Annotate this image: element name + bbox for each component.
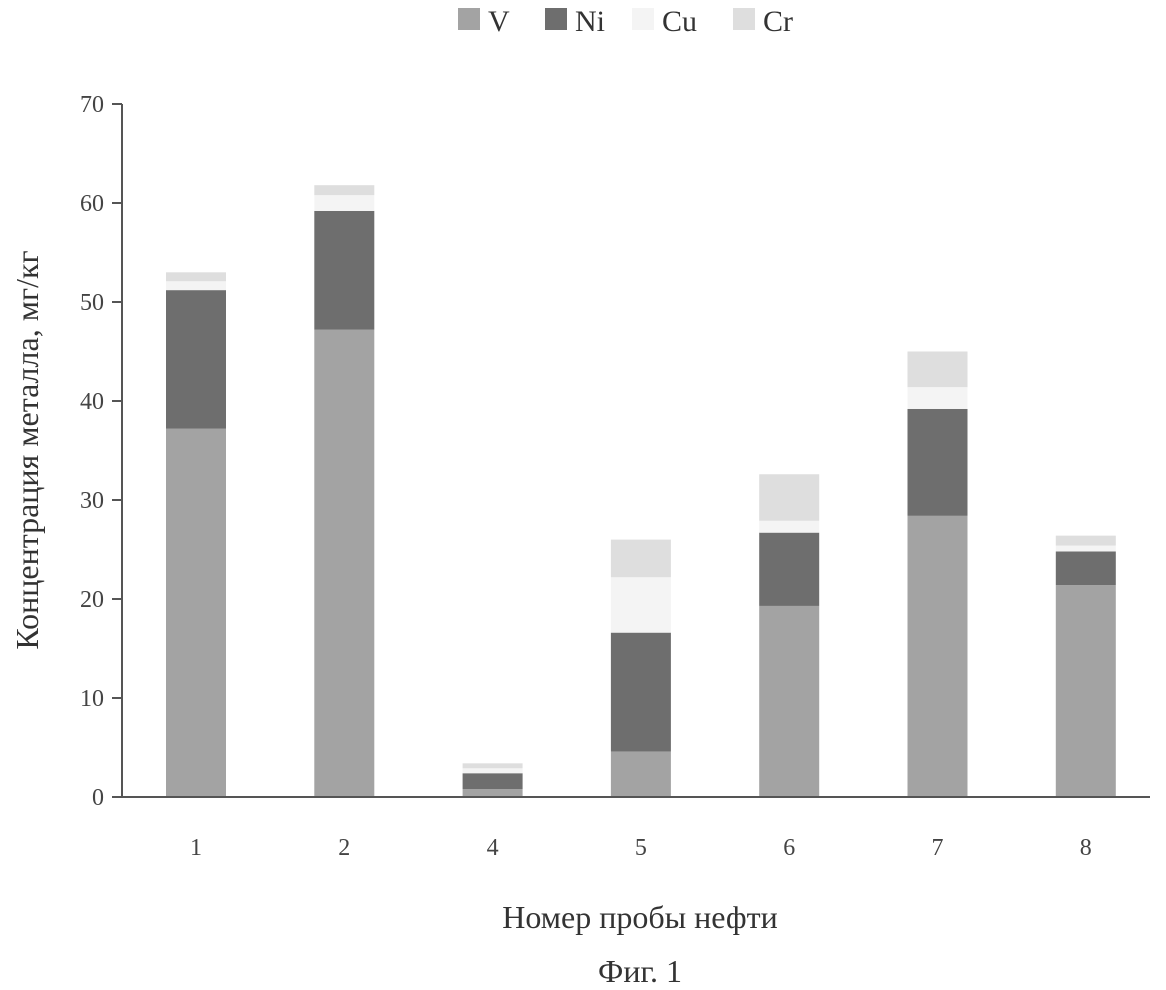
y-tick-label: 20 bbox=[80, 587, 104, 613]
bar-segment-ni bbox=[314, 211, 374, 330]
y-tick-label: 10 bbox=[80, 686, 104, 712]
bar-segment-ni bbox=[759, 533, 819, 606]
bar-segment-cr bbox=[166, 272, 226, 281]
bar-segment-ni bbox=[1056, 551, 1116, 585]
bar-segment-cr bbox=[611, 540, 671, 578]
x-tick-label: 7 bbox=[932, 835, 944, 861]
legend-label-ni: Ni bbox=[575, 5, 605, 38]
x-tick-label: 2 bbox=[338, 835, 350, 861]
legend-swatch-cu bbox=[632, 8, 654, 30]
bar-segment-cu bbox=[759, 521, 819, 533]
bar-segment-cu bbox=[611, 577, 671, 632]
legend-swatch-cr bbox=[733, 8, 755, 30]
bar-segment-v bbox=[166, 429, 226, 797]
bar-segment-cu bbox=[314, 195, 374, 211]
legend-label-cu: Cu bbox=[662, 5, 697, 38]
legend-swatch-ni bbox=[545, 8, 567, 30]
x-tick-label: 6 bbox=[783, 835, 795, 861]
bar-segment-cr bbox=[314, 185, 374, 195]
legend-label-cr: Cr bbox=[763, 5, 793, 38]
y-tick-label: 60 bbox=[80, 191, 104, 217]
bar-segment-ni bbox=[611, 633, 671, 752]
bar-segment-v bbox=[611, 751, 671, 797]
bar-segment-cu bbox=[166, 281, 226, 290]
y-tick-label: 50 bbox=[80, 290, 104, 316]
y-tick-label: 30 bbox=[80, 488, 104, 514]
figure-caption: Фиг. 1 bbox=[598, 953, 682, 989]
bar-segment-ni bbox=[463, 773, 523, 789]
bar-segment-cr bbox=[759, 474, 819, 521]
x-tick-label: 5 bbox=[635, 835, 647, 861]
legend: V Ni Cu Cr bbox=[458, 5, 793, 38]
x-axis: 1 2 4 5 6 7 8 bbox=[122, 797, 1150, 861]
bar-segment-cr bbox=[908, 352, 968, 388]
bar-segment-cr bbox=[463, 763, 523, 768]
bar-segment-cu bbox=[908, 387, 968, 409]
x-axis-title: Номер пробы нефти bbox=[502, 899, 777, 935]
y-axis-title: Концентрация металла, мг/кг bbox=[9, 250, 45, 649]
legend-label-v: V bbox=[488, 5, 510, 38]
bars bbox=[166, 185, 1116, 797]
bar-segment-v bbox=[1056, 585, 1116, 797]
bar-segment-cu bbox=[1056, 546, 1116, 552]
bar-segment-v bbox=[759, 606, 819, 797]
bar-segment-ni bbox=[908, 409, 968, 516]
y-tick-label: 40 bbox=[80, 389, 104, 415]
y-tick-label: 0 bbox=[92, 785, 104, 811]
legend-swatch-v bbox=[458, 8, 480, 30]
y-tick-label: 70 bbox=[80, 92, 104, 118]
bar-segment-ni bbox=[166, 290, 226, 429]
bar-segment-cu bbox=[463, 768, 523, 773]
bar-segment-v bbox=[463, 789, 523, 797]
x-tick-label: 4 bbox=[487, 835, 499, 861]
y-axis: 0 10 20 30 40 50 60 70 bbox=[80, 92, 122, 811]
bar-segment-v bbox=[314, 330, 374, 797]
x-tick-label: 8 bbox=[1080, 835, 1092, 861]
bar-segment-cr bbox=[1056, 536, 1116, 546]
bar-segment-v bbox=[908, 516, 968, 797]
x-tick-label: 1 bbox=[190, 835, 202, 861]
